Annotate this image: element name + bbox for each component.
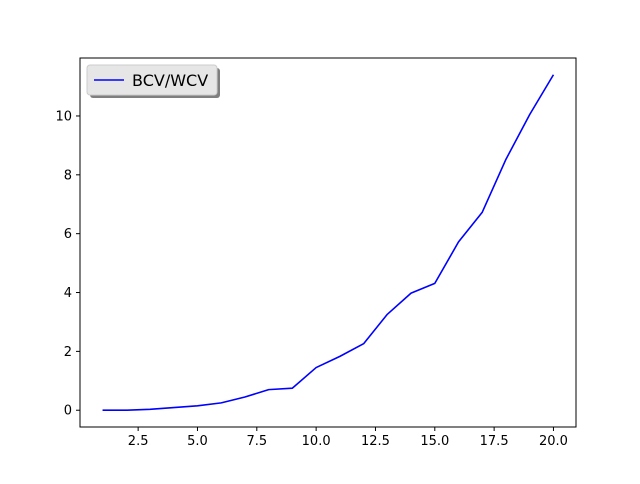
x-tick-label: 10.0: [302, 434, 331, 449]
series-layer: [102, 74, 555, 412]
x-axis: 2.5 5.0 7.5 10.0 12.5 15.0 17.5 20.0: [128, 427, 568, 449]
y-tick-label: 6: [64, 227, 72, 242]
y-tick-label: 4: [64, 286, 72, 301]
y-tick-label: 8: [64, 168, 72, 183]
x-tick-label: 20.0: [539, 434, 568, 449]
y-axis: 0 2 4 6 8 10: [55, 109, 80, 419]
y-tick-label: 10: [55, 109, 72, 124]
series-line-0: [102, 74, 555, 412]
x-tick-label: 17.5: [480, 434, 509, 449]
axes-frame: [79, 57, 577, 428]
legend-box: [86, 64, 218, 96]
y-tick-label: 0: [64, 404, 72, 419]
x-tick-label: 12.5: [361, 434, 390, 449]
x-tick-label: 7.5: [246, 434, 267, 449]
x-tick-label: 15.0: [420, 434, 449, 449]
y-tick-label: 2: [64, 345, 72, 360]
legend-label: BCV/WCV: [132, 71, 208, 90]
x-tick-label: 2.5: [128, 434, 149, 449]
x-tick-label: 5.0: [187, 434, 208, 449]
legend: BCV/WCV: [86, 64, 220, 98]
